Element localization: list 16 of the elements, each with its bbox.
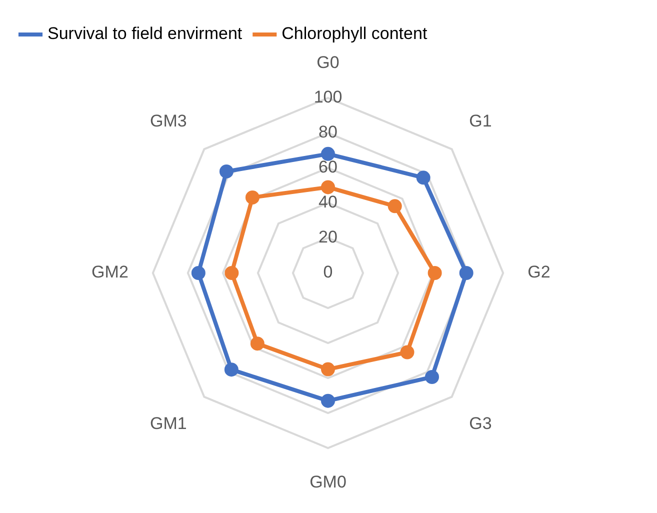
spoke-label: GM0 [310, 472, 346, 492]
y-tick-label: 100 [314, 88, 342, 107]
spoke-label: G1 [469, 111, 492, 130]
legend-label: Chlorophyll content [282, 24, 428, 44]
spoke-label: G0 [316, 52, 340, 72]
spoke-label: GM3 [150, 111, 187, 130]
y-tick-label: 0 [323, 262, 333, 282]
spoke-label: G2 [528, 262, 550, 282]
y-tick-label: 80 [318, 122, 338, 142]
y-tick-label: 20 [318, 228, 338, 247]
spoke-label: GM2 [92, 262, 128, 282]
y-tick-label: 40 [318, 192, 338, 212]
legend-label: Survival to field envirment [48, 24, 242, 44]
y-tick-label: 60 [318, 158, 338, 177]
spoke-label: G3 [469, 414, 492, 434]
spoke-label: GM1 [150, 414, 187, 434]
